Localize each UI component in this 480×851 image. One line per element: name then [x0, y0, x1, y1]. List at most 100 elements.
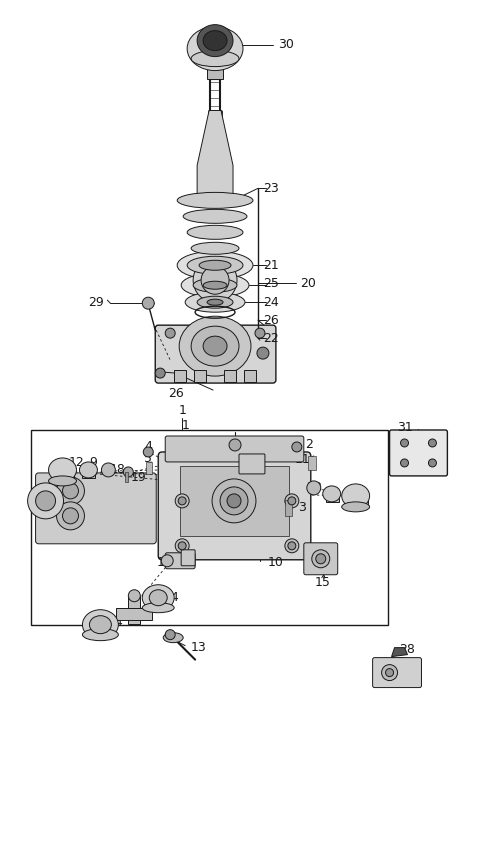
Bar: [128, 596, 140, 624]
Text: 7: 7: [130, 605, 138, 618]
FancyBboxPatch shape: [155, 325, 276, 383]
Text: 28: 28: [399, 643, 415, 656]
Bar: [194, 370, 206, 382]
Text: 17: 17: [238, 438, 254, 452]
Text: 9: 9: [328, 491, 336, 505]
Text: 3: 3: [298, 501, 306, 514]
Text: 18: 18: [307, 482, 323, 494]
Bar: [146, 462, 152, 474]
Bar: [116, 608, 152, 620]
Circle shape: [400, 439, 408, 447]
Ellipse shape: [142, 585, 174, 611]
Ellipse shape: [199, 260, 231, 271]
Circle shape: [175, 494, 189, 508]
Bar: [50, 465, 74, 481]
Ellipse shape: [83, 609, 119, 640]
Circle shape: [142, 297, 154, 309]
Bar: [83, 466, 96, 478]
Bar: [174, 370, 186, 382]
Polygon shape: [197, 111, 233, 200]
Ellipse shape: [149, 590, 167, 606]
Text: 14: 14: [163, 591, 179, 604]
Ellipse shape: [200, 297, 230, 307]
Ellipse shape: [203, 31, 227, 50]
Ellipse shape: [83, 629, 119, 641]
Text: 23: 23: [263, 182, 279, 195]
Circle shape: [62, 483, 78, 499]
FancyBboxPatch shape: [158, 452, 311, 560]
Ellipse shape: [48, 458, 76, 482]
Circle shape: [382, 665, 397, 681]
Circle shape: [285, 539, 299, 553]
Ellipse shape: [185, 292, 245, 312]
Circle shape: [28, 483, 63, 519]
Circle shape: [307, 481, 321, 495]
Ellipse shape: [195, 258, 235, 271]
Circle shape: [178, 497, 186, 505]
Circle shape: [175, 539, 189, 553]
Circle shape: [385, 669, 394, 677]
Circle shape: [123, 467, 133, 477]
Circle shape: [429, 439, 436, 447]
Text: 8: 8: [248, 459, 256, 471]
Text: 18: 18: [109, 464, 125, 477]
Circle shape: [57, 477, 84, 505]
Circle shape: [144, 447, 153, 457]
Ellipse shape: [187, 26, 243, 71]
FancyBboxPatch shape: [239, 454, 265, 474]
Circle shape: [312, 550, 330, 568]
Circle shape: [220, 487, 248, 515]
Bar: [344, 491, 368, 507]
Text: 20: 20: [300, 277, 316, 289]
Circle shape: [165, 328, 175, 338]
Text: 19: 19: [130, 471, 146, 484]
Ellipse shape: [183, 209, 247, 223]
Circle shape: [62, 508, 78, 524]
Circle shape: [101, 463, 115, 477]
Bar: [125, 472, 128, 482]
Circle shape: [155, 368, 165, 378]
Ellipse shape: [181, 273, 249, 297]
Text: 22: 22: [263, 332, 279, 345]
Text: 11: 11: [295, 454, 311, 466]
Circle shape: [288, 542, 296, 550]
Text: 27: 27: [390, 656, 406, 669]
Text: 30: 30: [278, 38, 294, 51]
Text: 2: 2: [305, 438, 312, 452]
FancyBboxPatch shape: [372, 658, 421, 688]
Circle shape: [400, 459, 408, 467]
Bar: [207, 65, 223, 78]
Ellipse shape: [89, 615, 111, 634]
Text: 12: 12: [352, 491, 367, 505]
Ellipse shape: [191, 326, 239, 366]
Text: 26: 26: [168, 386, 184, 400]
Polygon shape: [392, 648, 408, 657]
Bar: [180, 466, 289, 536]
FancyBboxPatch shape: [181, 550, 195, 566]
Bar: [244, 370, 256, 382]
FancyBboxPatch shape: [390, 430, 447, 476]
Circle shape: [288, 497, 296, 505]
Text: 15: 15: [315, 576, 331, 589]
Circle shape: [36, 491, 56, 511]
FancyBboxPatch shape: [304, 543, 338, 574]
Circle shape: [285, 494, 299, 508]
Ellipse shape: [187, 226, 243, 239]
Circle shape: [128, 590, 140, 602]
Bar: [285, 500, 292, 516]
Circle shape: [193, 258, 237, 302]
Circle shape: [292, 442, 302, 452]
Ellipse shape: [342, 502, 370, 511]
Ellipse shape: [203, 336, 227, 356]
Circle shape: [316, 554, 326, 563]
Ellipse shape: [342, 484, 370, 508]
Text: 1: 1: [182, 419, 190, 431]
Bar: [308, 456, 316, 470]
Ellipse shape: [177, 192, 253, 208]
Ellipse shape: [80, 462, 97, 478]
Ellipse shape: [197, 25, 233, 57]
Text: 16: 16: [156, 557, 172, 569]
Circle shape: [429, 459, 436, 467]
Ellipse shape: [207, 300, 223, 306]
Ellipse shape: [191, 50, 239, 66]
